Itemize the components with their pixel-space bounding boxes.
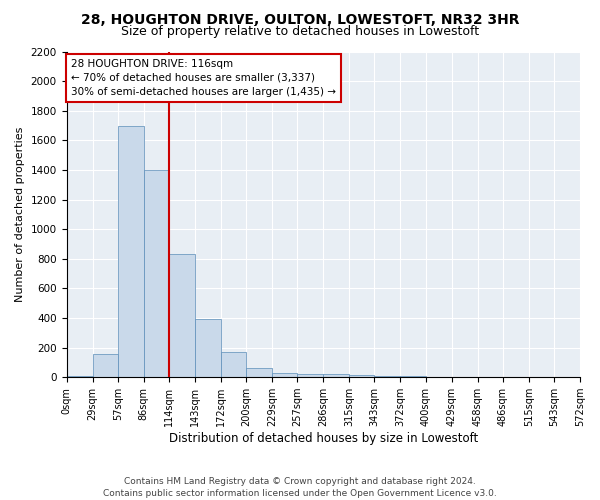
Bar — [272, 373, 297, 377]
Bar — [221, 352, 246, 377]
Bar — [349, 375, 374, 377]
Bar — [144, 170, 169, 377]
Text: Size of property relative to detached houses in Lowestoft: Size of property relative to detached ho… — [121, 25, 479, 38]
Bar — [400, 376, 425, 377]
Text: 28 HOUGHTON DRIVE: 116sqm
← 70% of detached houses are smaller (3,337)
30% of se: 28 HOUGHTON DRIVE: 116sqm ← 70% of detac… — [71, 59, 336, 97]
Bar — [246, 368, 272, 377]
Bar — [67, 376, 92, 377]
Y-axis label: Number of detached properties: Number of detached properties — [15, 126, 25, 302]
Bar — [323, 374, 349, 377]
Text: Contains HM Land Registry data © Crown copyright and database right 2024.
Contai: Contains HM Land Registry data © Crown c… — [103, 476, 497, 498]
Bar — [374, 376, 400, 377]
Bar — [297, 374, 323, 377]
Bar — [92, 354, 118, 377]
Bar — [118, 126, 144, 377]
X-axis label: Distribution of detached houses by size in Lowestoft: Distribution of detached houses by size … — [169, 432, 478, 445]
Bar — [169, 254, 195, 377]
Bar — [195, 320, 221, 377]
Text: 28, HOUGHTON DRIVE, OULTON, LOWESTOFT, NR32 3HR: 28, HOUGHTON DRIVE, OULTON, LOWESTOFT, N… — [81, 12, 519, 26]
